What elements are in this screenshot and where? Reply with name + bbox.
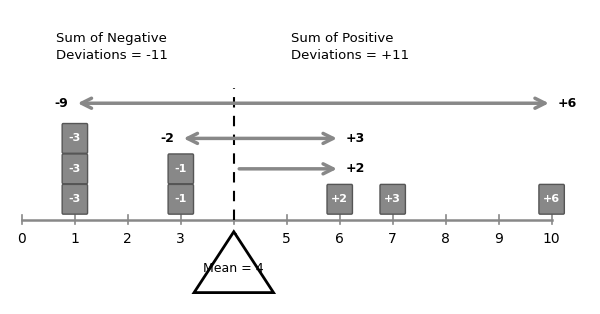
Text: Sum of Positive
Deviations = +11: Sum of Positive Deviations = +11 <box>291 32 409 62</box>
FancyBboxPatch shape <box>168 184 194 214</box>
Text: Mean = 4: Mean = 4 <box>203 262 264 275</box>
Text: 1: 1 <box>70 232 79 246</box>
Text: +6: +6 <box>543 194 560 204</box>
FancyBboxPatch shape <box>62 123 88 153</box>
Polygon shape <box>194 232 274 293</box>
Text: 7: 7 <box>388 232 397 246</box>
Text: Sum of Negative
Deviations = -11: Sum of Negative Deviations = -11 <box>56 32 168 62</box>
Text: -1: -1 <box>175 194 187 204</box>
FancyBboxPatch shape <box>380 184 406 214</box>
Text: 6: 6 <box>335 232 344 246</box>
Text: -3: -3 <box>69 133 81 143</box>
Text: 2: 2 <box>124 232 132 246</box>
FancyBboxPatch shape <box>327 184 352 214</box>
Text: +3: +3 <box>346 132 365 145</box>
Text: +2: +2 <box>331 194 348 204</box>
Text: 5: 5 <box>283 232 291 246</box>
Text: -3: -3 <box>69 194 81 204</box>
Text: 9: 9 <box>494 232 503 246</box>
Text: +3: +3 <box>384 194 401 204</box>
FancyBboxPatch shape <box>62 184 88 214</box>
Text: -1: -1 <box>175 164 187 174</box>
Text: -3: -3 <box>69 164 81 174</box>
Text: 10: 10 <box>543 232 560 246</box>
Text: 0: 0 <box>17 232 26 246</box>
Text: 4: 4 <box>229 232 238 246</box>
Text: -9: -9 <box>55 97 68 110</box>
Text: 8: 8 <box>441 232 450 246</box>
FancyBboxPatch shape <box>62 154 88 184</box>
FancyBboxPatch shape <box>539 184 565 214</box>
Text: 3: 3 <box>176 232 185 246</box>
Text: -2: -2 <box>161 132 175 145</box>
FancyBboxPatch shape <box>168 154 194 184</box>
Text: +2: +2 <box>346 162 365 175</box>
Text: +6: +6 <box>558 97 577 110</box>
